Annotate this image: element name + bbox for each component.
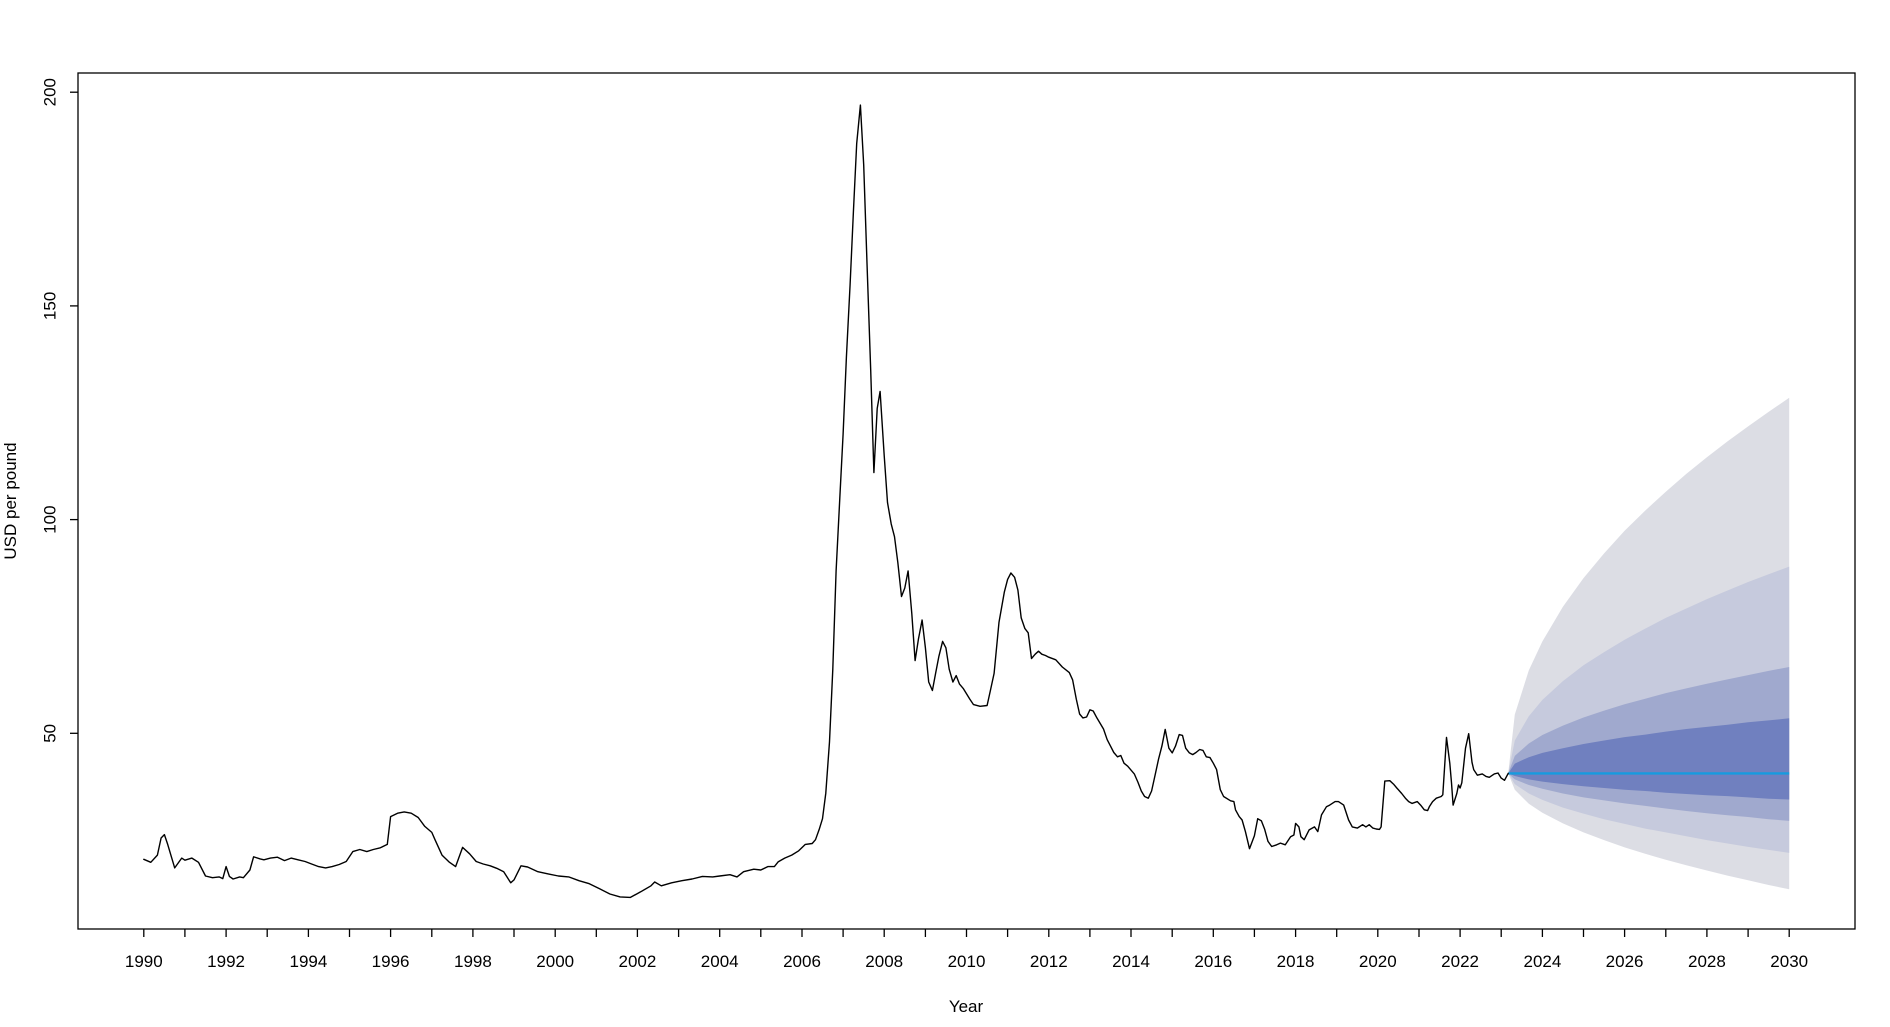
x-tick-label: 1998 <box>454 952 492 971</box>
forecast-fan-bands <box>1508 397 1790 890</box>
x-tick-label: 1992 <box>207 952 245 971</box>
x-tick-label: 2018 <box>1277 952 1315 971</box>
x-axis-title: Year <box>949 997 984 1016</box>
x-tick-label: 2010 <box>948 952 986 971</box>
x-tick-label: 2004 <box>701 952 739 971</box>
x-tick-label: 2008 <box>865 952 903 971</box>
x-axis-ticks <box>143 929 1790 937</box>
x-tick-label: 2002 <box>618 952 656 971</box>
x-tick-label: 2030 <box>1770 952 1808 971</box>
x-tick-label: 2014 <box>1112 952 1150 971</box>
x-tick-label: 1990 <box>125 952 163 971</box>
x-tick-label: 2024 <box>1523 952 1561 971</box>
x-tick-label: 1996 <box>372 952 410 971</box>
x-tick-label: 2006 <box>783 952 821 971</box>
x-axis-tick-labels: 1990 1992 1994 1996 1998 2000 2002 2004 2006 2008… <box>125 952 1808 971</box>
y-tick-label: 200 <box>41 78 60 106</box>
x-tick-label: 2028 <box>1688 952 1726 971</box>
x-tick-label: 2016 <box>1194 952 1232 971</box>
x-tick-label: 2012 <box>1030 952 1068 971</box>
y-tick-label: 100 <box>41 505 60 533</box>
x-tick-label: 2022 <box>1441 952 1479 971</box>
x-tick-label: 2026 <box>1606 952 1644 971</box>
x-tick-label: 1994 <box>289 952 327 971</box>
y-axis-tick-labels: 50 100 150 200 <box>41 78 60 743</box>
y-tick-label: 50 <box>41 724 60 743</box>
y-tick-label: 150 <box>41 292 60 320</box>
x-tick-label: 2000 <box>536 952 574 971</box>
historical-series-line <box>143 104 1509 899</box>
y-axis-title: USD per pound <box>1 442 20 559</box>
y-axis-ticks <box>70 91 78 734</box>
x-tick-label: 2020 <box>1359 952 1397 971</box>
forecast-band-50% <box>1508 718 1790 800</box>
